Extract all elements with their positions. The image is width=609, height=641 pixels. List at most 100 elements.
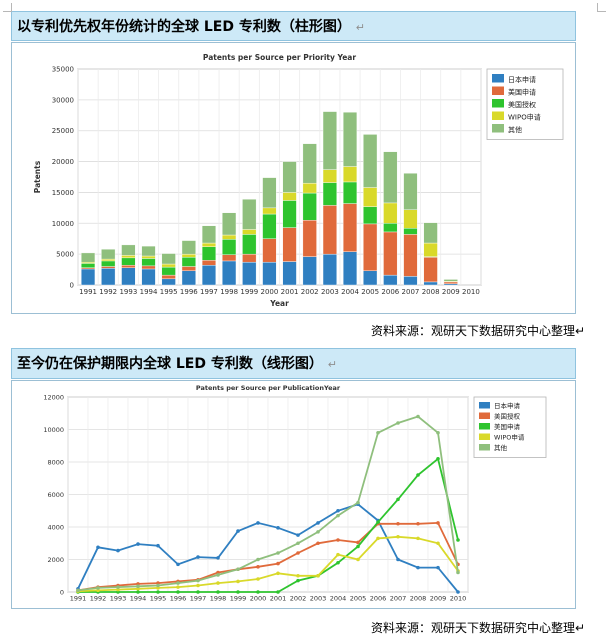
y-tick-label: 2000 — [47, 556, 64, 564]
legend-swatch — [492, 124, 504, 133]
x-tick-label: 2000 — [261, 288, 279, 296]
legend-swatch — [492, 74, 504, 83]
bar-segment — [403, 173, 418, 210]
data-point — [256, 521, 260, 525]
bar-segment — [201, 225, 217, 244]
x-tick-label: 1991 — [79, 288, 97, 296]
bar-segment — [242, 234, 257, 255]
data-point — [336, 508, 340, 513]
data-point — [436, 565, 440, 570]
data-point — [136, 542, 140, 546]
x-tick-label: 2005 — [350, 595, 367, 603]
data-point — [256, 565, 260, 569]
x-tick-label: 1999 — [230, 595, 247, 603]
data-point — [296, 533, 300, 537]
bar-segment — [121, 265, 136, 268]
legend-swatch — [479, 433, 490, 440]
data-point — [396, 497, 400, 502]
bar-segment — [262, 177, 277, 209]
data-point — [176, 562, 180, 567]
bar-segment — [423, 281, 438, 286]
y-tick-label: 30000 — [52, 96, 74, 104]
data-point — [356, 557, 360, 562]
legend-swatch — [479, 412, 490, 419]
legend-label: WIPO申请 — [508, 113, 541, 122]
bar-segment — [302, 219, 317, 257]
series-line — [78, 457, 459, 593]
bar-segment — [181, 253, 196, 258]
x-tick-label: 1999 — [240, 288, 258, 296]
bar-segment — [141, 268, 156, 286]
x-tick-label: 2007 — [390, 595, 407, 603]
bar-segment — [101, 260, 116, 267]
data-point — [276, 551, 280, 555]
y-tick-label: 20000 — [52, 158, 74, 166]
data-point — [216, 573, 220, 577]
y-tick-label: 6000 — [47, 491, 64, 499]
data-point — [116, 548, 120, 553]
data-point — [336, 560, 340, 565]
section-title: 至今仍在保护期限内全球 LED 专利数（线形图） — [17, 356, 323, 372]
data-point — [416, 565, 420, 570]
bar-segment — [342, 181, 358, 204]
bar-segment — [363, 223, 378, 272]
data-point — [376, 430, 380, 435]
bar-segment — [181, 270, 196, 286]
data-source-note: 资料来源：观研天下数据研究中心整理↵ — [370, 324, 585, 338]
legend-label: 其他 — [508, 125, 522, 134]
bar-chart: Patents per Source per Priority Year 0 500… — [33, 53, 564, 308]
x-tick-label: 1997 — [190, 595, 207, 603]
data-point — [336, 538, 340, 542]
bar-segment — [383, 231, 398, 276]
bar-segment — [322, 169, 337, 183]
bar-segment — [383, 223, 398, 233]
x-tick-label: 2003 — [321, 288, 339, 296]
data-point — [416, 521, 420, 526]
data-point — [96, 545, 100, 550]
legend-label: 日本申请 — [508, 75, 536, 84]
legend-label: 美国申请 — [494, 422, 521, 431]
data-point — [236, 567, 240, 572]
bar-segment — [322, 111, 337, 170]
bar-segment — [342, 251, 358, 286]
legend-label: 美国申请 — [508, 88, 536, 97]
bar-segment — [443, 281, 458, 284]
x-tick-label: 2001 — [281, 288, 299, 296]
section-title-bar: 以专利优先权年份统计的全球 LED 专利数（柱形图） ↵ — [11, 11, 576, 41]
paragraph-mark: ↵ — [355, 21, 365, 34]
bar-segment — [302, 192, 317, 221]
bar-segment — [383, 274, 398, 286]
bar-segment — [242, 253, 257, 263]
line-chart-frame: Patents per Source per PublicationYear 0 2… — [11, 380, 576, 615]
x-tick-label: 2010 — [462, 288, 480, 296]
bar-segment — [161, 274, 176, 280]
bar-segment — [282, 161, 297, 193]
bar-segment — [101, 266, 116, 269]
legend-label: 美国授权 — [508, 100, 536, 109]
legend-label: 美国授权 — [494, 412, 521, 421]
x-axis-label: Year — [259, 607, 277, 609]
x-tick-label: 1995 — [160, 288, 178, 296]
bar-segment — [302, 182, 317, 194]
bar-segment — [161, 266, 176, 276]
data-point — [236, 529, 240, 533]
legend-label: WIPO申请 — [494, 433, 525, 442]
bar-segment — [262, 261, 277, 286]
data-point — [416, 536, 420, 541]
x-tick-label: 2004 — [341, 288, 359, 296]
x-tick-label: 2010 — [450, 595, 467, 603]
bar-segment — [302, 256, 317, 286]
data-point — [296, 541, 300, 546]
bar-segment — [242, 199, 257, 230]
data-point — [196, 578, 200, 583]
data-point — [176, 590, 180, 594]
bar-segment — [342, 203, 358, 252]
bar-segment — [81, 263, 96, 268]
bar-segment — [423, 257, 438, 283]
bar-segment — [161, 278, 176, 286]
x-tick-label: 1993 — [119, 288, 137, 296]
data-point — [456, 538, 460, 542]
x-tick-label: 1992 — [90, 595, 107, 603]
bar-segment — [201, 265, 217, 286]
data-point — [336, 513, 340, 518]
